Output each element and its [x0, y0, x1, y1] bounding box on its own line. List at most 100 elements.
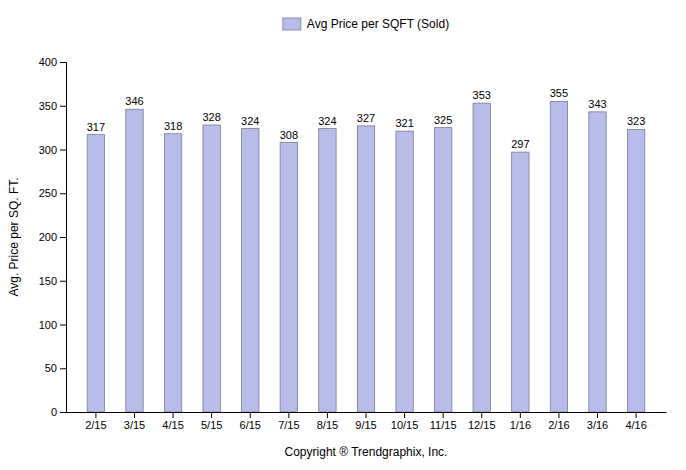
- plot: 3173463183283243083243273213253532973553…: [39, 56, 667, 431]
- x-tick-label: 10/15: [391, 419, 419, 431]
- y-tick-label: 100: [39, 319, 57, 331]
- bar: [280, 143, 297, 413]
- data-label: 328: [202, 111, 220, 123]
- bar: [164, 134, 181, 412]
- bar: [627, 129, 644, 412]
- x-tick: 4/16: [625, 412, 646, 431]
- x-tick: 4/15: [162, 412, 183, 431]
- data-labels: 3173463183283243083243273213253532973553…: [87, 87, 646, 150]
- y-tick-label: 350: [39, 100, 57, 112]
- y-tick-label: 300: [39, 144, 57, 156]
- x-tick: 11/15: [430, 412, 457, 431]
- x-tick-mark: [443, 412, 444, 418]
- y-tick-mark: [60, 62, 66, 63]
- data-label: 343: [588, 98, 606, 110]
- y-tick-mark: [60, 106, 66, 107]
- y-tick-label: 50: [45, 362, 57, 374]
- bar: [589, 112, 606, 412]
- x-tick-label: 3/15: [124, 419, 145, 431]
- x-tick: 9/15: [355, 412, 376, 431]
- y-tick: 50: [45, 362, 66, 374]
- y-tick: 400: [39, 56, 66, 68]
- x-tick-label: 8/15: [317, 419, 338, 431]
- y-tick-label: 200: [39, 231, 57, 243]
- bar: [203, 125, 220, 412]
- data-label: 297: [511, 138, 529, 150]
- x-tick-label: 6/15: [240, 419, 261, 431]
- x-tick-mark: [366, 412, 367, 418]
- x-tick-label: 11/15: [430, 419, 457, 431]
- x-tick-mark: [558, 412, 559, 418]
- x-tick-label: 12/15: [468, 419, 496, 431]
- x-tick-label: 2/15: [85, 419, 106, 431]
- x-tick: 1/16: [510, 412, 531, 431]
- x-axis: 2/15 3/15 4/15 5/15 6/15 7/15 8/15 9/15 10/15 11/…: [67, 412, 667, 431]
- x-tick-label: 7/15: [278, 419, 299, 431]
- x-tick-mark: [597, 412, 598, 418]
- y-tick-mark: [60, 193, 66, 194]
- y-axis: 0 50 100 150 200 250 300 350 400: [39, 56, 67, 418]
- x-tick-mark: [134, 412, 135, 418]
- y-tick-mark: [60, 150, 66, 151]
- x-tick-mark: [404, 412, 405, 418]
- y-tick-mark: [60, 368, 66, 369]
- data-label: 317: [87, 121, 105, 133]
- x-tick-label: 3/16: [587, 419, 608, 431]
- x-tick: 5/15: [201, 412, 222, 431]
- x-tick-mark: [211, 412, 212, 418]
- x-tick-mark: [481, 412, 482, 418]
- x-tick-label: 5/15: [201, 419, 222, 431]
- bar: [87, 135, 104, 412]
- x-axis-title: Copyright ® Trendgraphix, Inc.: [285, 445, 448, 459]
- y-tick-label: 250: [39, 187, 57, 199]
- x-tick-mark: [250, 412, 251, 418]
- y-tick-label: 150: [39, 275, 57, 287]
- y-tick: 100: [39, 319, 66, 331]
- bar: [319, 129, 336, 413]
- x-tick: 3/16: [587, 412, 608, 431]
- x-tick: 12/15: [468, 412, 496, 431]
- y-tick-mark: [60, 281, 66, 282]
- x-tick-mark: [173, 412, 174, 418]
- data-label: 325: [434, 114, 452, 126]
- data-label: 324: [318, 115, 336, 127]
- bar: [396, 131, 413, 412]
- x-tick-mark: [636, 412, 637, 418]
- data-label: 353: [473, 89, 491, 101]
- legend-swatch: [283, 18, 301, 30]
- x-tick-label: 4/15: [162, 419, 183, 431]
- y-tick: 300: [39, 144, 66, 156]
- x-tick-mark: [288, 412, 289, 418]
- y-tick-label: 400: [39, 56, 57, 68]
- x-tick-label: 2/16: [548, 419, 569, 431]
- x-tick: 6/15: [240, 412, 261, 431]
- data-label: 323: [627, 115, 645, 127]
- data-label: 327: [357, 112, 375, 124]
- x-tick: 7/15: [278, 412, 299, 431]
- y-tick-mark: [60, 237, 66, 238]
- y-axis-title: Avg. Price per SQ. FT.: [7, 177, 21, 296]
- y-tick: 250: [39, 187, 66, 199]
- data-label: 321: [395, 117, 413, 129]
- x-tick: 3/15: [124, 412, 145, 431]
- y-tick: 350: [39, 100, 66, 112]
- x-tick-label: 9/15: [355, 419, 376, 431]
- x-tick-label: 4/16: [625, 419, 646, 431]
- y-tick: 150: [39, 275, 66, 287]
- x-tick: 2/16: [548, 412, 569, 431]
- bars: [87, 101, 645, 412]
- bar: [512, 152, 529, 412]
- x-tick-mark: [520, 412, 521, 418]
- data-label: 355: [550, 87, 568, 99]
- data-label: 318: [164, 120, 182, 132]
- bar: [242, 129, 259, 413]
- bar: [550, 101, 567, 412]
- x-tick: 2/15: [85, 412, 106, 431]
- x-tick-label: 1/16: [510, 419, 531, 431]
- y-tick-label: 0: [51, 406, 57, 418]
- y-tick-mark: [60, 412, 66, 413]
- data-label: 324: [241, 115, 259, 127]
- y-tick: 200: [39, 231, 66, 243]
- y-axis-line: [60, 63, 67, 413]
- bar: [473, 103, 490, 412]
